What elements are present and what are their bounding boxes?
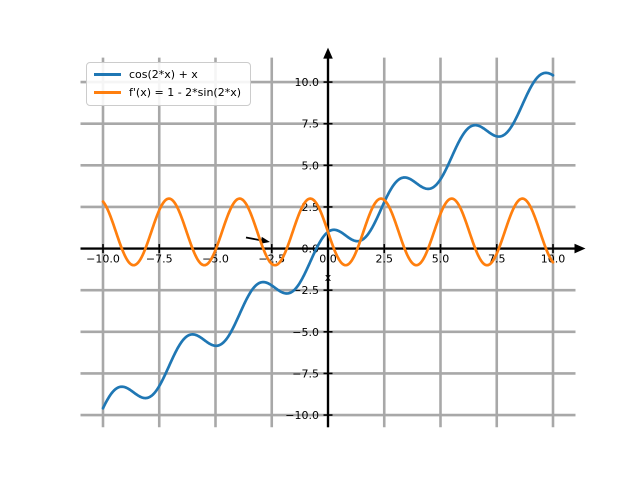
- legend-entry: cos(2*x) + x: [94, 67, 241, 82]
- x-tick-label: −7.5: [146, 253, 173, 266]
- x-tick-label: −10.0: [86, 253, 120, 266]
- legend-entry-label: f'(x) = 1 - 2*sin(2*x): [129, 86, 242, 99]
- y-tick-label: −5.0: [292, 326, 319, 339]
- legend-line-swatch-blue: [94, 73, 121, 76]
- y-tick-label: 5.0: [302, 159, 320, 172]
- legend: cos(2*x) + x f'(x) = 1 - 2*sin(2*x): [86, 62, 252, 106]
- x-tick-label: 10.0: [541, 253, 566, 266]
- y-tick-label: 7.5: [302, 118, 320, 131]
- y-tick-label: −10.0: [285, 409, 319, 422]
- legend-entry: f'(x) = 1 - 2*sin(2*x): [94, 85, 241, 100]
- y-tick-label: −2.5: [292, 284, 319, 297]
- x-tick-label: 2.5: [376, 253, 394, 266]
- y-axis-arrow-icon: [323, 47, 333, 59]
- y-tick-label: −7.5: [292, 367, 319, 380]
- legend-entry-label: cos(2*x) + x: [129, 68, 198, 81]
- annotation-arrow-icon: [260, 236, 270, 244]
- y-tick-label: 10.0: [295, 76, 320, 89]
- y-tick-label: 2.5: [302, 201, 320, 214]
- series-line-1: [101, 197, 555, 267]
- x-tick-label: 5.0: [432, 253, 450, 266]
- x-axis-arrow-icon: [574, 243, 586, 254]
- legend-line-swatch-orange: [94, 91, 121, 94]
